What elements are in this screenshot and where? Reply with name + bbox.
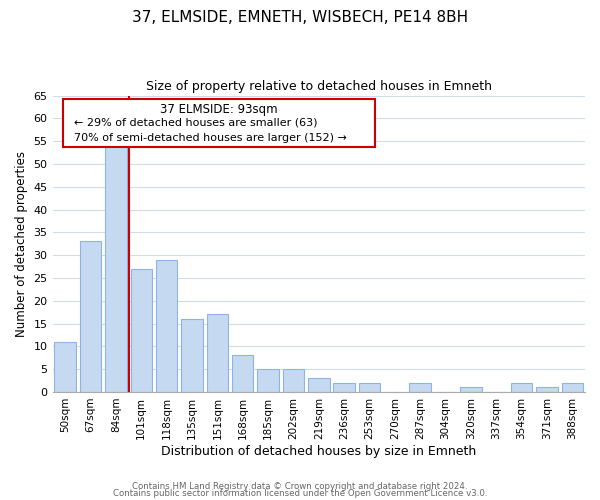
Text: ← 29% of detached houses are smaller (63): ← 29% of detached houses are smaller (63… (74, 118, 317, 128)
Bar (131, 269, 152, 392)
Bar (156, 260, 178, 392)
Bar (460, 388, 482, 392)
Y-axis label: Number of detached properties: Number of detached properties (15, 151, 28, 337)
Bar (105, 146, 127, 392)
Bar (206, 314, 228, 392)
Text: 37, ELMSIDE, EMNETH, WISBECH, PE14 8BH: 37, ELMSIDE, EMNETH, WISBECH, PE14 8BH (132, 10, 468, 25)
Title: Size of property relative to detached houses in Emneth: Size of property relative to detached ho… (146, 80, 492, 93)
FancyBboxPatch shape (63, 98, 374, 148)
Text: Contains public sector information licensed under the Open Government Licence v3: Contains public sector information licen… (113, 490, 487, 498)
Bar (80, 242, 101, 392)
Bar (55, 342, 76, 392)
Bar (409, 383, 431, 392)
Bar (359, 383, 380, 392)
Bar (536, 388, 558, 392)
Bar (308, 378, 329, 392)
Bar (181, 319, 203, 392)
X-axis label: Distribution of detached houses by size in Emneth: Distribution of detached houses by size … (161, 444, 476, 458)
Bar (283, 369, 304, 392)
Text: 37 ELMSIDE: 93sqm: 37 ELMSIDE: 93sqm (160, 103, 278, 116)
Text: 70% of semi-detached houses are larger (152) →: 70% of semi-detached houses are larger (… (74, 132, 347, 142)
Bar (511, 383, 532, 392)
Bar (232, 356, 253, 392)
Bar (562, 383, 583, 392)
Bar (257, 369, 279, 392)
Text: Contains HM Land Registry data © Crown copyright and database right 2024.: Contains HM Land Registry data © Crown c… (132, 482, 468, 491)
Bar (334, 383, 355, 392)
